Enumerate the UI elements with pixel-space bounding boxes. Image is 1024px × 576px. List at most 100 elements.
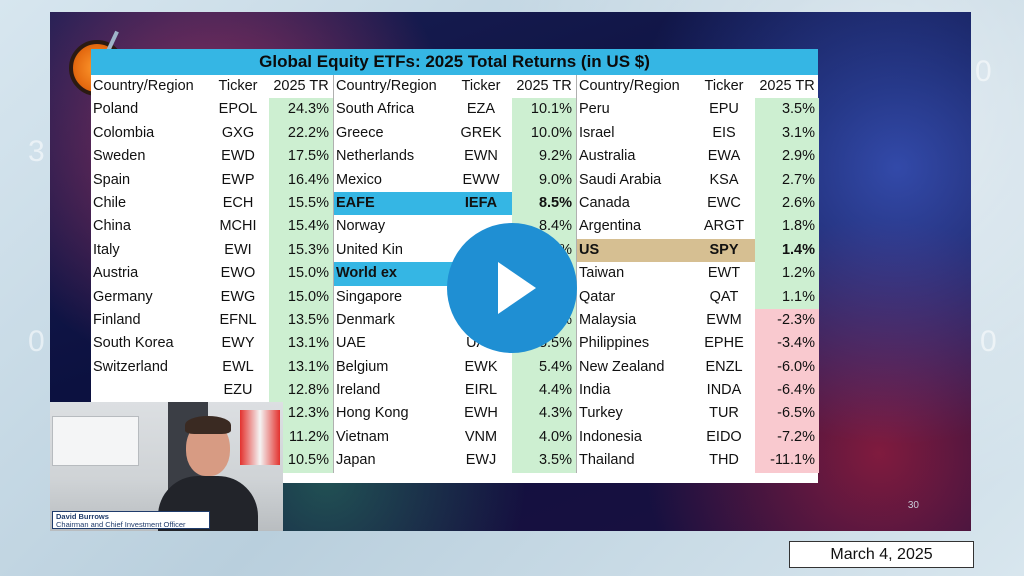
return-cell: 3.5% (755, 98, 819, 122)
table-row: Japan EWJ 3.5% (334, 449, 576, 473)
region-cell: South Africa (336, 101, 415, 118)
ticker-cell: EIRL (464, 382, 498, 399)
table-title: Global Equity ETFs: 2025 Total Returns (… (91, 49, 818, 75)
ticker-cell: GREK (460, 124, 502, 141)
ticker-cell: EWW (462, 171, 500, 188)
table-row: Peru EPU 3.5% (577, 98, 819, 122)
table-row: Canada EWC 2.6% (577, 191, 819, 216)
region-cell: World ex (334, 262, 450, 286)
return-cell: 1.2% (755, 262, 819, 286)
return-cell: -2.3% (755, 308, 819, 333)
return-cell: 17.5% (269, 145, 333, 169)
region-cell: Norway (336, 218, 386, 235)
presenter-webcam: David Burrows Chairman and Chief Investm… (50, 402, 283, 531)
column-header: Country/Region (93, 78, 194, 94)
ticker-cell: EZA (466, 101, 496, 118)
table-row: Switzerland EWL 13.1% (91, 355, 333, 380)
table-row: New Zealand ENZL -6.0% (577, 355, 819, 380)
ticker-cell: QAT (709, 288, 739, 305)
table-row: South Africa EZA 10.1% (334, 98, 576, 122)
ticker-cell: EFNL (219, 311, 257, 328)
region-cell: Hong Kong (336, 405, 409, 422)
table-row: Netherlands EWN 9.2% (334, 145, 576, 169)
return-cell: 15.4% (269, 215, 333, 239)
table-row: EAFE IEFA 8.5% (334, 191, 576, 216)
return-cell: 2.9% (755, 145, 819, 169)
return-cell: -6.5% (755, 402, 819, 426)
table-row: Israel EIS 3.1% (577, 121, 819, 146)
return-cell: 2.7% (755, 168, 819, 192)
table-row: Malaysia EWM -2.3% (577, 308, 819, 333)
region-cell: Belgium (336, 358, 389, 375)
ticker-cell: EWN (464, 148, 498, 165)
ticker-cell: EWI (224, 241, 252, 258)
ticker-cell: INDA (706, 382, 742, 399)
table-row: Thailand THD -11.1% (577, 449, 819, 473)
canada-flag-icon (240, 410, 280, 465)
table-row: Spain EWP 16.4% (91, 168, 333, 192)
column-header: Country/Region (579, 78, 680, 94)
return-cell: 15.3% (269, 238, 333, 263)
region-cell: Japan (336, 452, 376, 469)
region-cell: Peru (579, 101, 610, 118)
date-caption: March 4, 2025 (789, 541, 974, 568)
decorative-digit: 0 (975, 55, 992, 88)
region-cell: Indonesia (579, 428, 642, 445)
table-header-row: Country/Region Ticker 2025 TR (91, 75, 333, 98)
return-cell: -3.4% (755, 332, 819, 356)
column-header: 2025 TR (273, 78, 329, 94)
ticker-cell: EWH (464, 405, 498, 422)
return-cell: 13.5% (269, 308, 333, 333)
ticker-cell: EWP (221, 171, 255, 188)
table-row: Sweden EWD 17.5% (91, 145, 333, 169)
region-cell: Singapore (336, 288, 403, 305)
return-cell: 8.5% (512, 191, 576, 216)
return-cell: 4.4% (512, 379, 576, 403)
table-row: Italy EWI 15.3% (91, 238, 333, 263)
region-cell: UAE (336, 335, 366, 352)
region-cell: Colombia (93, 124, 155, 141)
region-cell: Poland (93, 101, 139, 118)
table-row: Taiwan EWT 1.2% (577, 262, 819, 286)
presenter-name-card: David Burrows Chairman and Chief Investm… (52, 511, 210, 529)
table-row: Saudi Arabia KSA 2.7% (577, 168, 819, 192)
return-cell: 11.2% (269, 425, 333, 450)
return-cell: 24.3% (269, 98, 333, 122)
whiteboard (52, 416, 139, 466)
ticker-cell: ARGT (703, 218, 745, 235)
decorative-digit: 0 (980, 325, 997, 358)
table-row: China MCHI 15.4% (91, 215, 333, 239)
region-cell: Sweden (93, 148, 146, 165)
table-row: Chile ECH 15.5% (91, 191, 333, 216)
table-row: Qatar QAT 1.1% (577, 285, 819, 309)
region-cell: Switzerland (93, 358, 168, 375)
return-cell: 5.4% (512, 355, 576, 380)
column-header: Ticker (704, 78, 744, 94)
ticker-cell: KSA (709, 171, 739, 188)
region-cell: Malaysia (579, 311, 637, 328)
return-cell: 13.1% (269, 332, 333, 356)
region-cell: Australia (579, 148, 636, 165)
decorative-digit: 0 (28, 325, 45, 358)
return-cell: 12.3% (269, 402, 333, 426)
table-row: Belgium EWK 5.4% (334, 355, 576, 380)
column-header: Ticker (461, 78, 501, 94)
play-button[interactable] (447, 223, 577, 353)
return-cell: 3.1% (755, 121, 819, 146)
region-cell: Mexico (336, 171, 382, 188)
return-cell: 15.5% (269, 191, 333, 216)
table-row: Norway 8.4% (334, 215, 576, 239)
table-row: Mexico EWW 9.0% (334, 168, 576, 192)
presenter-title: Chairman and Chief Investment Officer (56, 520, 186, 529)
region-cell: Denmark (336, 311, 395, 328)
ticker-cell: EWG (220, 288, 256, 305)
ticker-cell: EWO (220, 265, 256, 282)
return-cell: -6.0% (755, 355, 819, 380)
region-cell: Turkey (579, 405, 623, 422)
return-cell: 9.2% (512, 145, 576, 169)
table-header-row: Country/Region Ticker 2025 TR (577, 75, 819, 98)
table-row: Indonesia EIDO -7.2% (577, 425, 819, 450)
ticker-cell: SPY (693, 238, 755, 263)
table-row: Australia EWA 2.9% (577, 145, 819, 169)
ticker-cell: IEFA (450, 191, 512, 216)
